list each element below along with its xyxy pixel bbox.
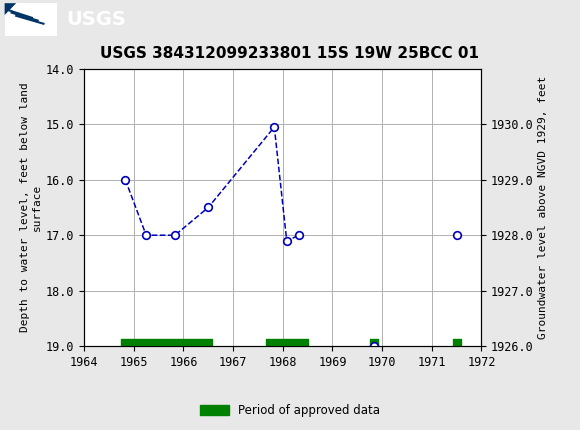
Legend: Period of approved data: Period of approved data xyxy=(195,399,385,422)
Text: USGS: USGS xyxy=(67,10,126,29)
Polygon shape xyxy=(5,3,16,15)
Y-axis label: Groundwater level above NGVD 1929, feet: Groundwater level above NGVD 1929, feet xyxy=(538,76,548,339)
Text: USGS 384312099233801 15S 19W 25BCC 01: USGS 384312099233801 15S 19W 25BCC 01 xyxy=(100,46,480,61)
Y-axis label: Depth to water level, feet below land
surface: Depth to water level, feet below land su… xyxy=(20,83,42,332)
FancyBboxPatch shape xyxy=(5,3,57,37)
